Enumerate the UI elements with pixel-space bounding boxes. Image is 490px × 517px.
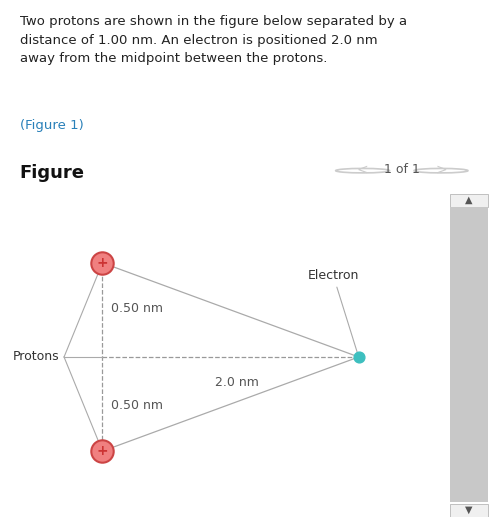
- Point: [355, 353, 363, 361]
- Text: +: +: [97, 256, 108, 270]
- Text: Two protons are shown in the figure below separated by a
distance of 1.00 nm. An: Two protons are shown in the figure belo…: [20, 15, 407, 65]
- Text: Figure: Figure: [20, 164, 85, 182]
- Text: Protons: Protons: [12, 351, 59, 363]
- Text: +: +: [97, 444, 108, 458]
- Point: [98, 447, 106, 455]
- Text: 2.0 nm: 2.0 nm: [215, 376, 259, 389]
- Text: 0.50 nm: 0.50 nm: [111, 301, 164, 314]
- Text: <: <: [357, 163, 368, 177]
- Text: ▲: ▲: [466, 195, 473, 205]
- Text: Electron: Electron: [307, 269, 359, 354]
- FancyBboxPatch shape: [450, 207, 488, 503]
- Text: 0.50 nm: 0.50 nm: [111, 400, 164, 413]
- FancyBboxPatch shape: [450, 194, 488, 207]
- Point: [98, 258, 106, 267]
- Text: >: >: [435, 163, 447, 177]
- Text: 1 of 1: 1 of 1: [384, 163, 420, 176]
- Text: (Figure 1): (Figure 1): [20, 119, 83, 132]
- FancyBboxPatch shape: [450, 504, 488, 517]
- Text: ▼: ▼: [466, 505, 473, 515]
